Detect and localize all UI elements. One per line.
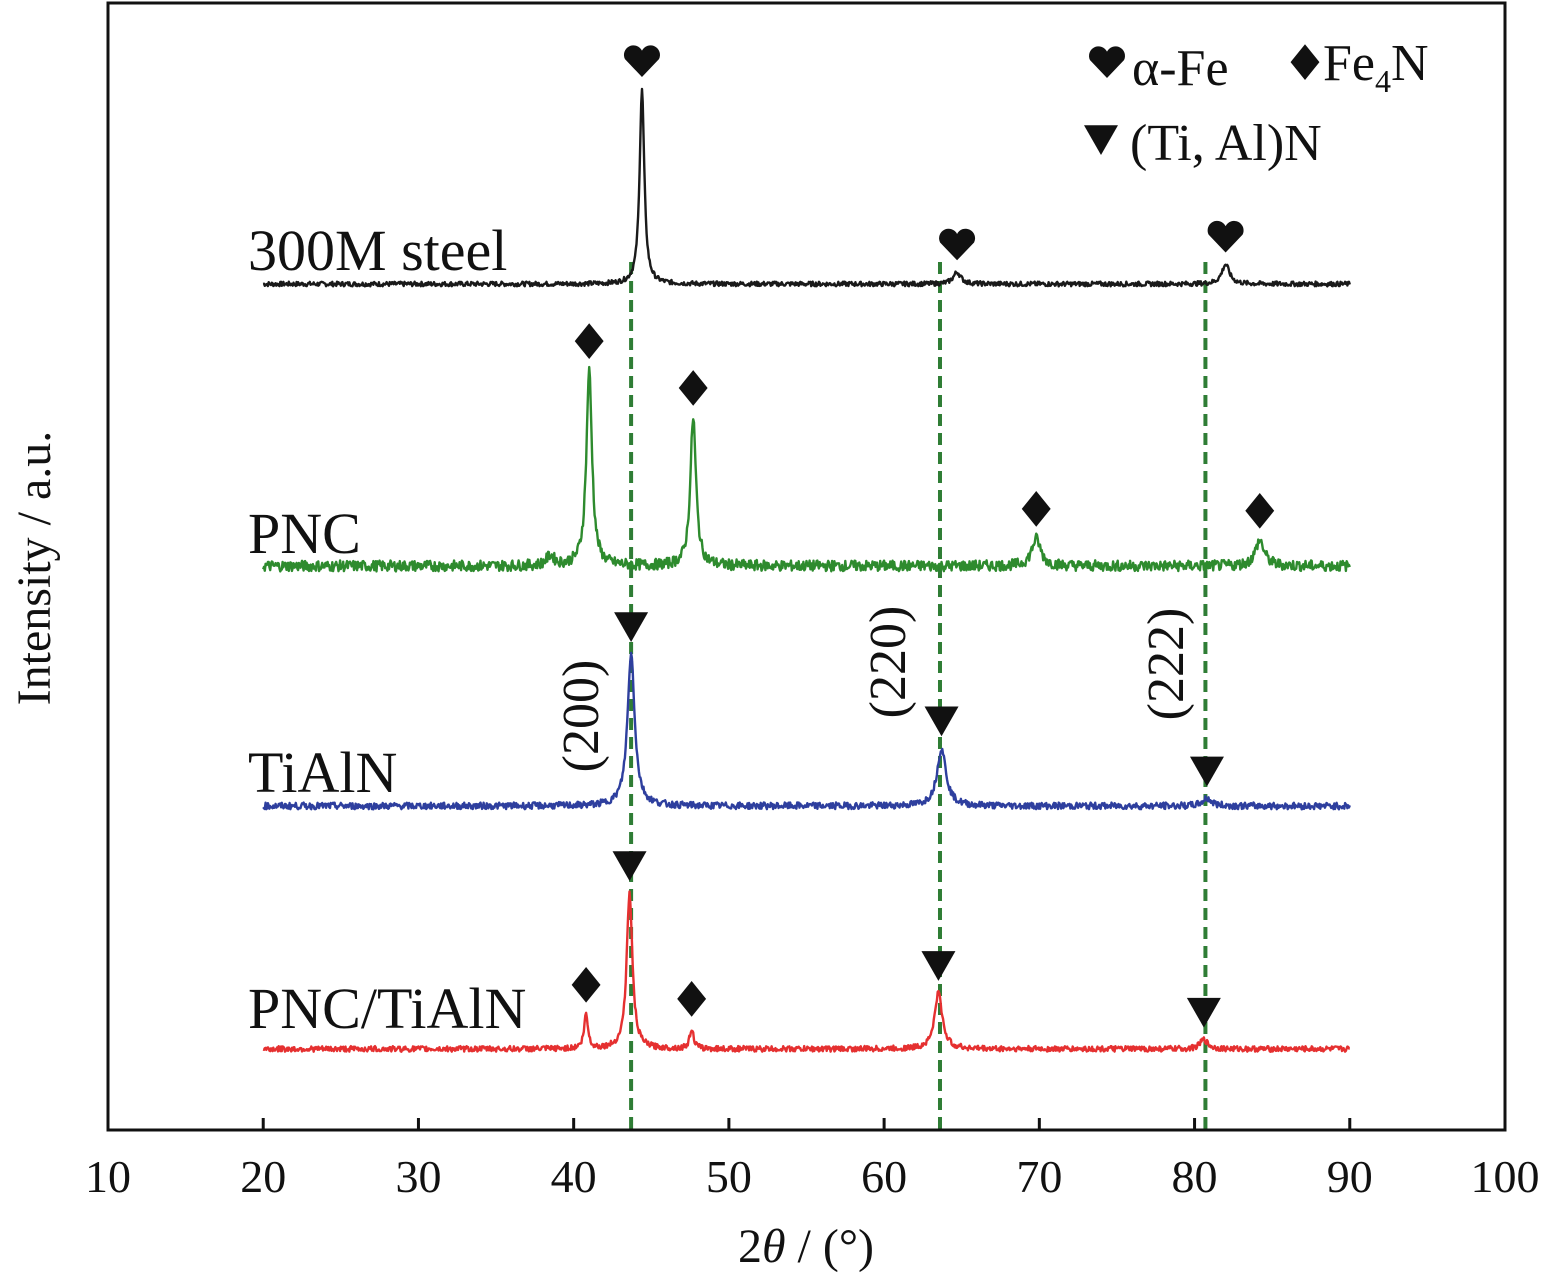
peak-marker-triangle-down-s3-3 <box>1189 756 1224 787</box>
peak-marker-diamond-s2-4 <box>1021 491 1051 527</box>
peak-marker-heart-s1-1 <box>623 45 660 77</box>
x-tick-label-90: 90 <box>1327 1151 1373 1202</box>
series-label-2: PNC <box>248 501 361 566</box>
series-trace-2 <box>262 365 1351 573</box>
series-trace-1 <box>262 87 1351 288</box>
legend: α-Fe Fe4N(Ti, Al)N <box>1084 35 1429 172</box>
peak-marker-triangle-down-s3-1 <box>614 612 649 642</box>
legend-triangle-icon <box>1084 125 1118 155</box>
legend-label-fe4n: Fe4N <box>1323 35 1429 99</box>
series-trace-3 <box>262 651 1351 811</box>
peak-marker-diamond-s4-1 <box>571 966 601 1003</box>
series-group <box>262 87 1351 1053</box>
peak-marker-diamond-s2-5 <box>1245 492 1275 529</box>
legend-label-alpha-fe: α-Fe <box>1132 40 1229 97</box>
peak-marker-triangle-down-s3-2 <box>924 706 959 737</box>
plot-frame <box>106 1 1507 1132</box>
legend-diamond-icon <box>1290 44 1320 80</box>
x-tick-label-40: 40 <box>551 1151 597 1202</box>
x-tick-label-30: 30 <box>395 1151 441 1202</box>
series-label-4: PNC/TiAlN <box>248 976 526 1041</box>
series-labels: 300M steel PNC TiAlN PNC/TiAlN <box>248 218 526 1041</box>
x-tick-label-80: 80 <box>1172 1151 1218 1202</box>
plane-label-3: (222) <box>1138 608 1195 721</box>
peak-marker-triangle-down-s4-4 <box>921 951 956 981</box>
y-axis-title: Intensity / a.u. <box>8 431 61 706</box>
peak-marker-heart-s1-3 <box>1207 220 1244 253</box>
x-ticks: 10 20 30 40 50 60 70 80 90 100 <box>85 1118 1540 1202</box>
peak-markers <box>571 45 1275 1028</box>
x-tick-label-10: 10 <box>85 1151 131 1202</box>
x-axis-title: 2θ / (°) <box>738 1220 874 1273</box>
peak-marker-diamond-s4-3 <box>677 981 707 1017</box>
x-tick-label-20: 20 <box>240 1151 286 1202</box>
legend-heart-icon <box>1088 46 1126 78</box>
peak-marker-diamond-s2-3 <box>678 370 708 406</box>
series-label-3: TiAlN <box>248 740 397 805</box>
peak-marker-triangle-down-s4-2 <box>612 851 647 881</box>
peak-marker-diamond-s2-2 <box>574 323 604 359</box>
reference-lines <box>629 262 1208 1130</box>
x-tick-label-70: 70 <box>1016 1151 1062 1202</box>
series-label-1: 300M steel <box>248 218 507 283</box>
series-trace-4 <box>262 890 1351 1053</box>
x-tick-label-60: 60 <box>861 1151 907 1202</box>
peak-marker-triangle-down-s4-5 <box>1186 997 1221 1028</box>
peak-marker-heart-s1-2 <box>939 228 976 261</box>
x-tick-label-50: 50 <box>706 1151 752 1202</box>
legend-label-ti-al-n: (Ti, Al)N <box>1130 115 1322 172</box>
plane-labels: (200) (220) (222) <box>553 606 1195 773</box>
x-tick-label-100: 100 <box>1471 1151 1540 1202</box>
plane-label-2: (220) <box>860 606 917 719</box>
plane-label-1: (200) <box>553 660 610 773</box>
